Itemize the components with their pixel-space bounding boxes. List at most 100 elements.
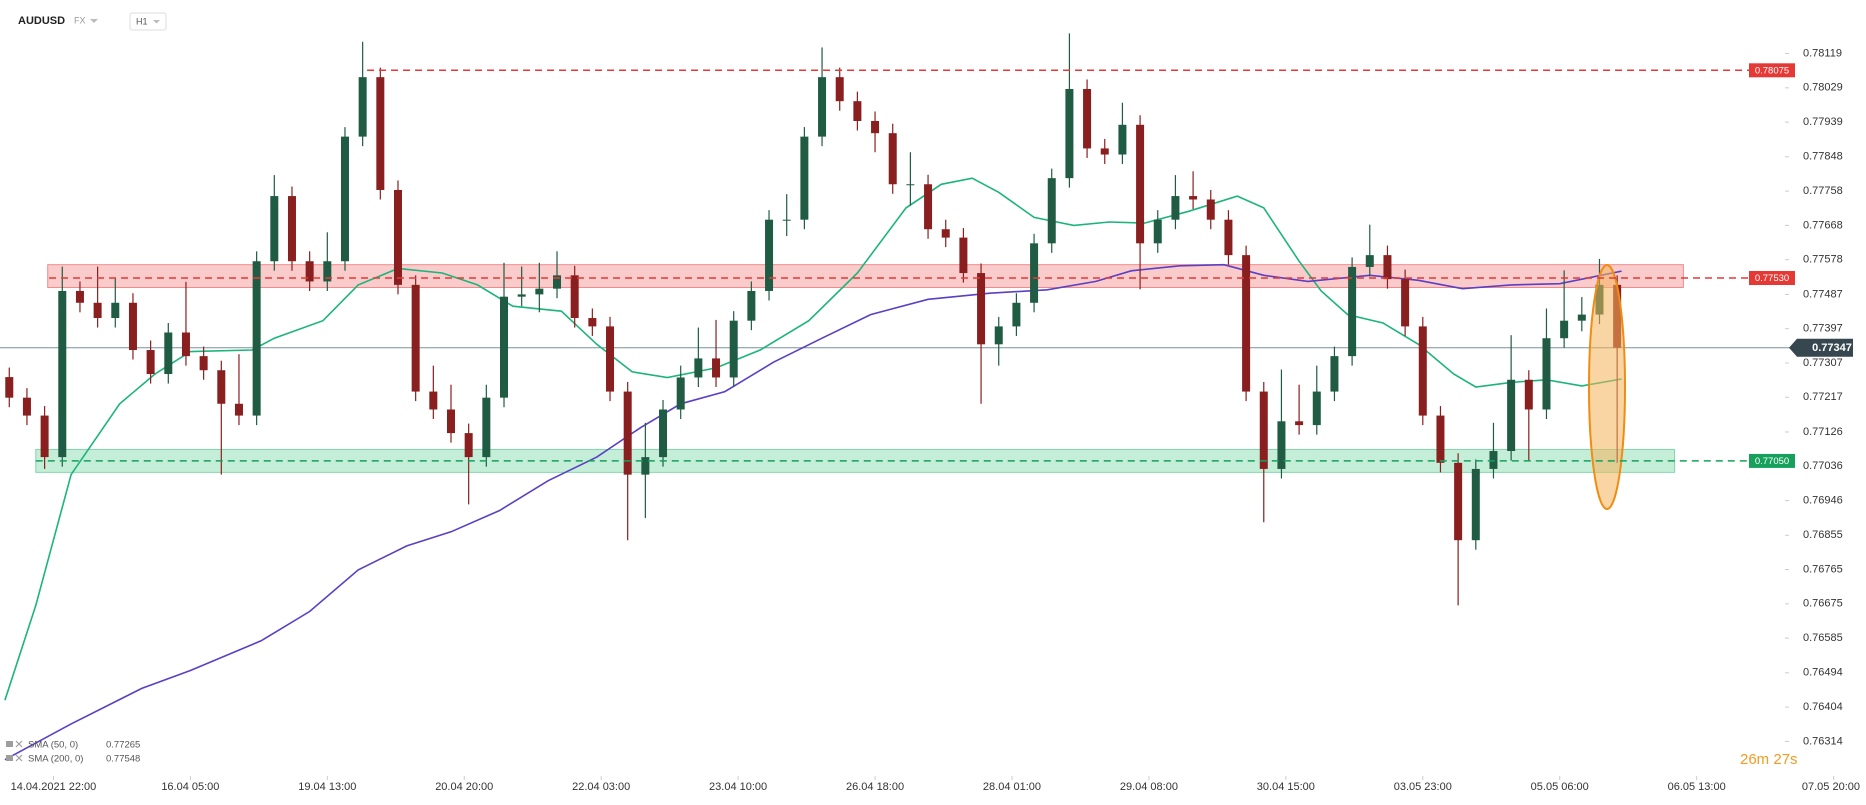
candle-body [659, 409, 668, 458]
candle-body [1118, 124, 1127, 155]
candle-body [535, 288, 544, 295]
candle-body [853, 101, 862, 121]
legend-value: 0.77265 [106, 740, 140, 751]
y-tick-label: 0.77848 [1803, 151, 1843, 163]
candle-body [888, 133, 897, 185]
y-tick-label: 0.77487 [1803, 288, 1843, 300]
level-label-box [1749, 453, 1795, 468]
highlight-ellipse [1588, 264, 1626, 510]
candle-body [1189, 196, 1198, 200]
y-tick-label: 0.76946 [1803, 494, 1843, 506]
y-tick-label: 0.78029 [1803, 82, 1843, 94]
x-tick-label: 28.04 01:00 [983, 781, 1041, 793]
y-tick-label: 0.77126 [1803, 426, 1843, 438]
x-tick-label: 23.04 10:00 [709, 781, 767, 793]
sma-line [4, 177, 1622, 701]
candle-body [1171, 196, 1180, 220]
interval-box[interactable] [129, 12, 167, 31]
dropdown-arrow[interactable] [90, 19, 98, 23]
candle-body [818, 77, 827, 137]
legend-close-icon [15, 740, 23, 748]
candle-body [500, 296, 509, 398]
legend-icon [6, 755, 13, 761]
candle-body [1153, 219, 1162, 244]
candle-body [1507, 379, 1516, 452]
candle-body [1206, 199, 1215, 220]
x-tick-label: 03.05 23:00 [1394, 781, 1452, 793]
y-tick-label: 0.77668 [1803, 219, 1843, 231]
candle-body [553, 275, 562, 289]
y-tick-label: 0.77939 [1803, 116, 1843, 128]
candle-body [835, 77, 844, 102]
legend-icon [6, 741, 13, 747]
candle-body [1383, 255, 1392, 280]
candle-body [676, 377, 685, 410]
candle-body [1047, 178, 1056, 244]
legend-name: SMA (200, 0) [28, 754, 83, 765]
candle-body [924, 184, 933, 230]
candle-body [464, 433, 473, 458]
candle-body [146, 350, 155, 375]
candle-body [694, 358, 703, 378]
candle-body [588, 318, 597, 327]
candle-body [800, 136, 809, 220]
dropdown-arrow [153, 20, 160, 24]
candle-body [287, 196, 296, 262]
market: FX [74, 15, 86, 25]
x-tick-label: 06.05 13:00 [1668, 781, 1726, 793]
y-tick-label: 0.76855 [1803, 529, 1843, 541]
legend-close-icon [15, 754, 23, 762]
candle-body [234, 403, 243, 416]
y-tick-label: 0.76314 [1803, 735, 1843, 747]
y-tick-label: 0.78119 [1803, 47, 1842, 59]
candle-body [517, 294, 526, 297]
candle-body [93, 302, 102, 319]
level-label: 0.77530 [1755, 273, 1789, 284]
x-tick-label: 16.04 05:00 [161, 781, 219, 793]
candle-body [1295, 421, 1304, 426]
candle-body [1560, 320, 1569, 339]
candle-body [871, 120, 880, 134]
y-tick-label: 0.77036 [1803, 460, 1843, 472]
candle-body [1242, 255, 1251, 392]
candle-body [323, 261, 332, 282]
candle-body [58, 290, 67, 458]
candle-body [1471, 468, 1480, 541]
x-tick-label: 07.05 20:00 [1802, 781, 1860, 793]
candle-body [1277, 421, 1286, 469]
y-tick-label: 0.76675 [1803, 598, 1843, 610]
candle-body [941, 229, 950, 238]
candle-body [358, 77, 367, 137]
y-tick-label: 0.77397 [1803, 323, 1843, 335]
legend-value: 0.77548 [106, 754, 140, 765]
candle-body [270, 196, 279, 262]
y-tick-label: 0.76404 [1803, 701, 1843, 713]
candle-body [181, 332, 190, 357]
current-price-label: 0.77347 [1812, 342, 1852, 354]
candle-body [376, 77, 385, 190]
legend-name: SMA (50, 0) [28, 740, 78, 751]
y-tick-label: 0.76494 [1803, 667, 1843, 679]
candle-body [40, 415, 49, 458]
zone [47, 264, 1684, 289]
candle-body [217, 370, 226, 404]
current-price-box [1789, 338, 1853, 357]
candle-body [128, 302, 137, 351]
candle-body [1100, 148, 1109, 155]
candle-body [252, 261, 261, 416]
level-label: 0.78075 [1755, 65, 1789, 76]
candle-body [1436, 415, 1445, 463]
candle-body [747, 290, 756, 321]
candle-body [1489, 451, 1498, 469]
candle-body [429, 391, 438, 410]
candle-body [1348, 266, 1357, 357]
candle-body [1418, 326, 1427, 416]
y-tick-label: 0.77758 [1803, 185, 1843, 197]
candle-body [393, 189, 402, 285]
interval: H1 [136, 16, 148, 26]
level-label: 0.77050 [1755, 456, 1789, 467]
x-tick-label: 26.04 18:00 [846, 781, 904, 793]
y-tick-label: 0.77217 [1803, 391, 1843, 403]
